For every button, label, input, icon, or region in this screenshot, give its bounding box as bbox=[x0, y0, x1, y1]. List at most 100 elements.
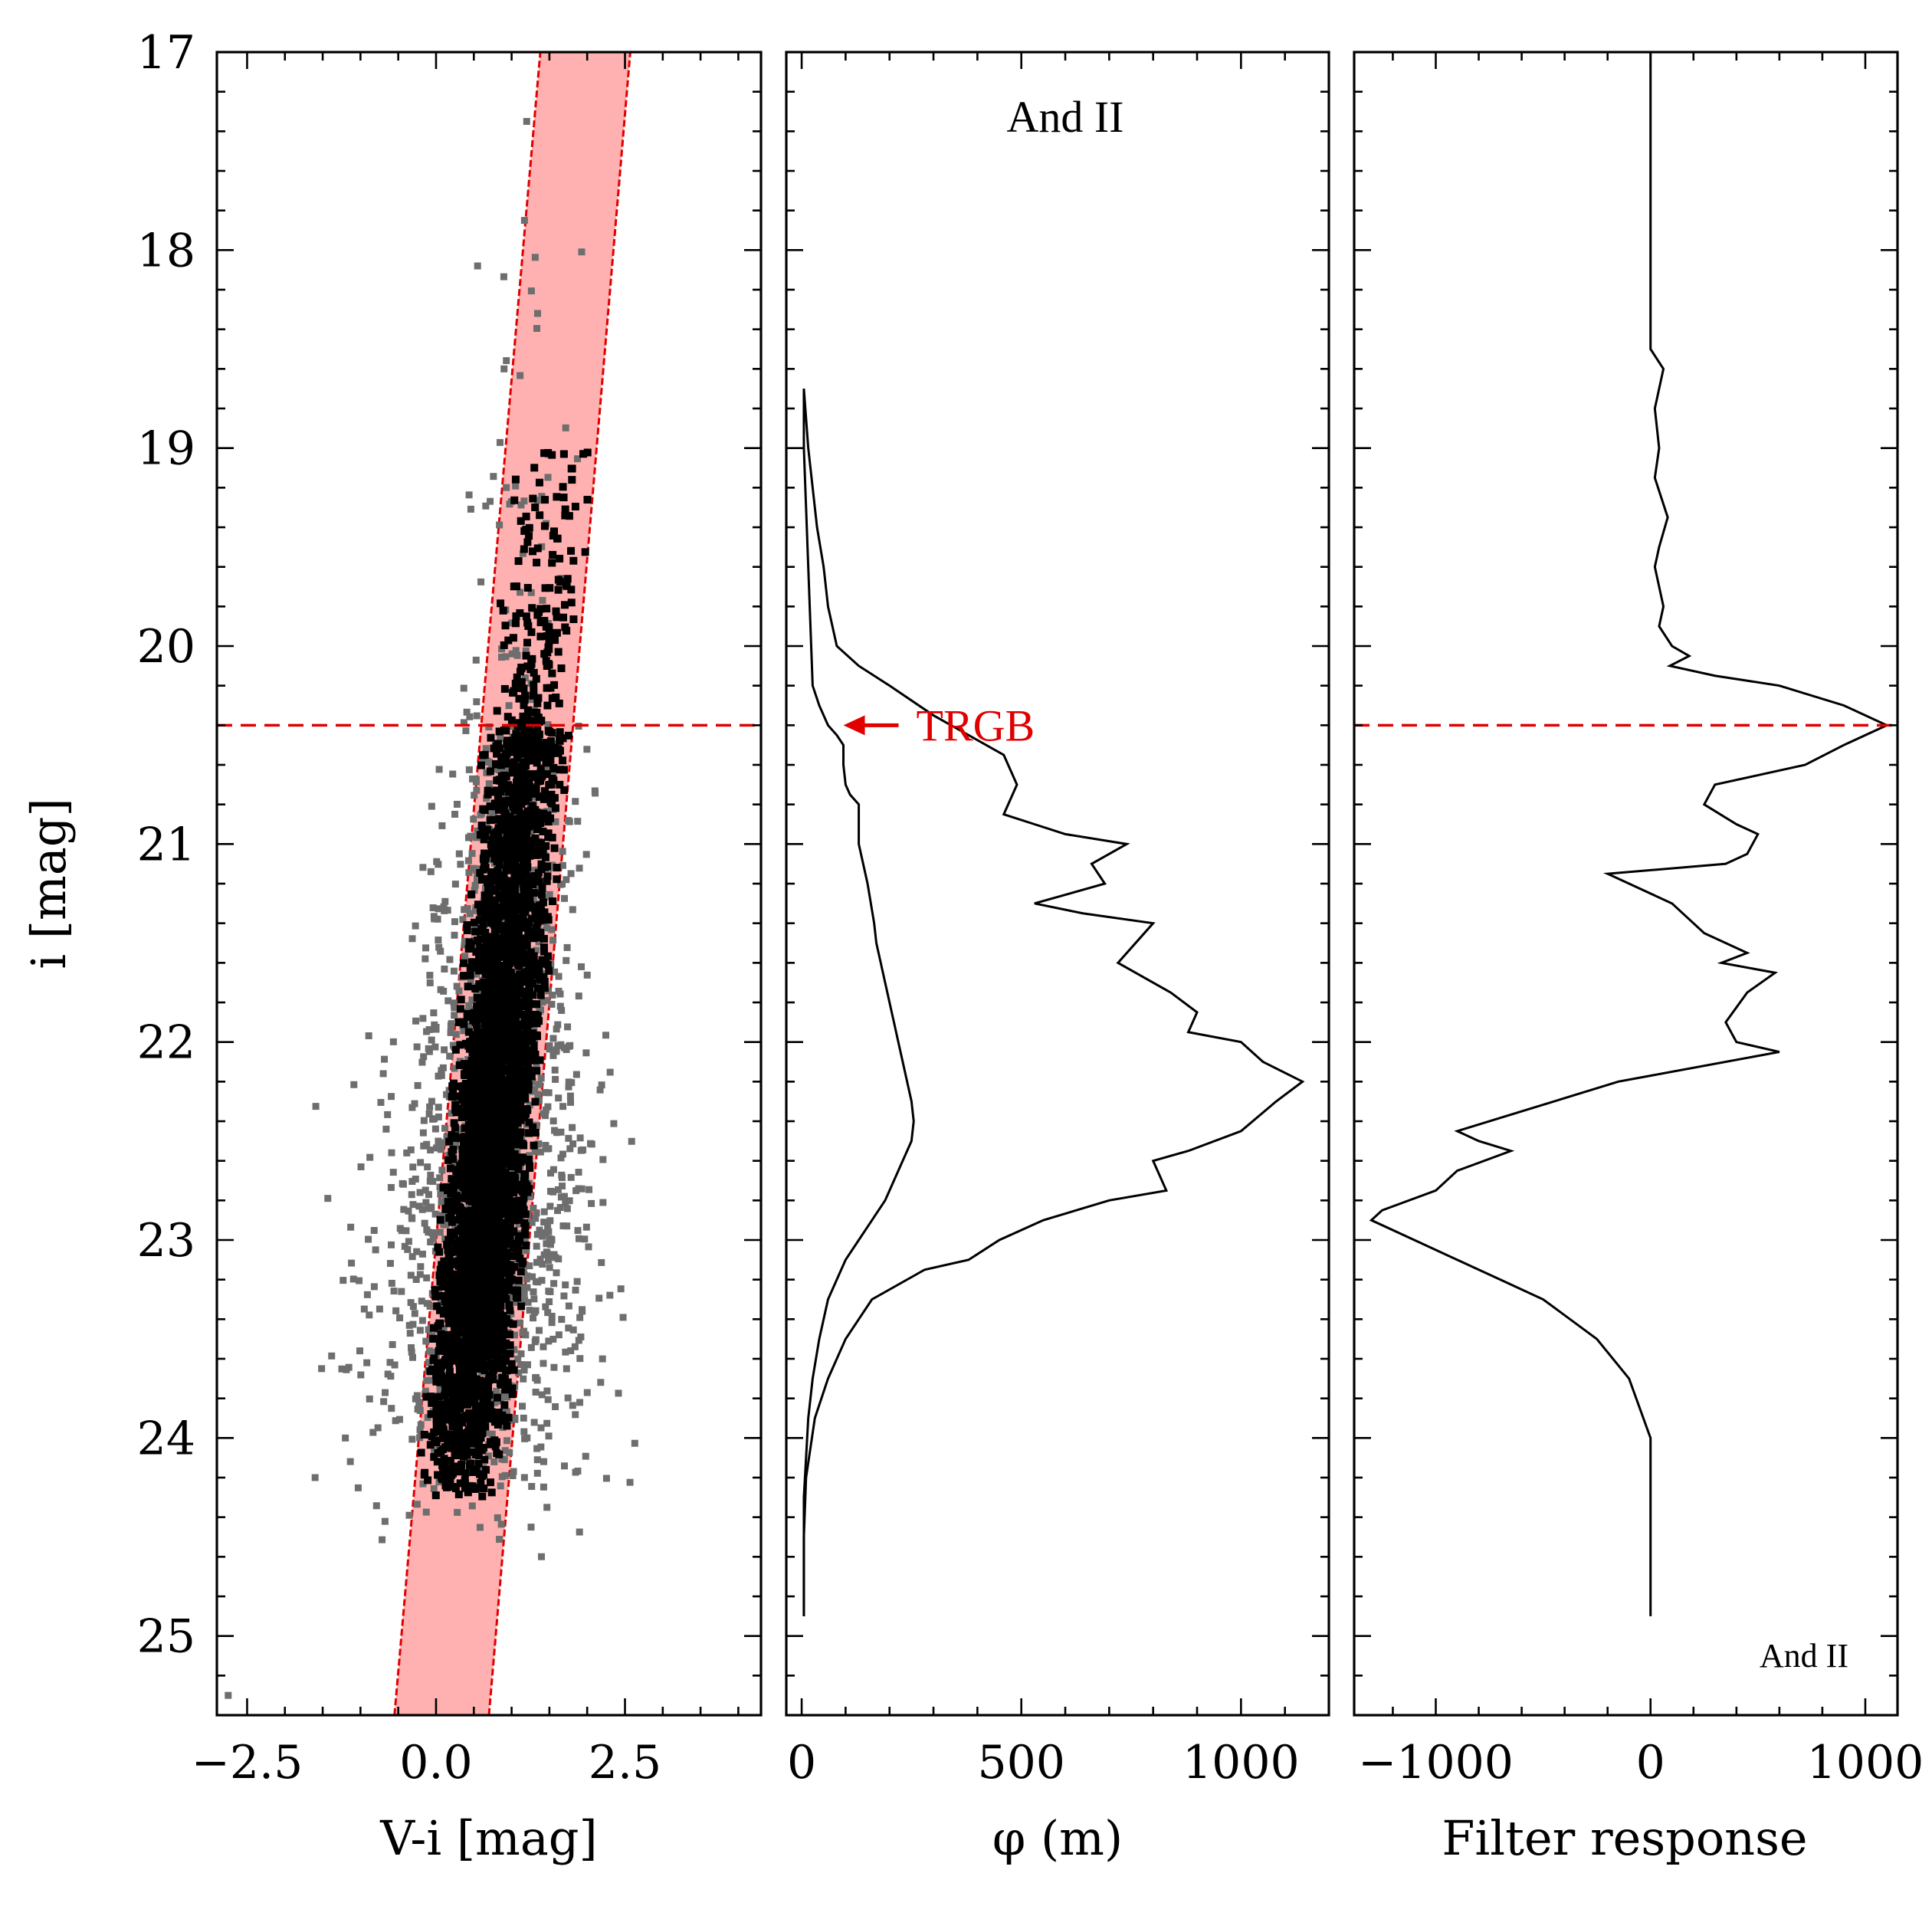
selected-star-point bbox=[583, 496, 592, 504]
selected-star-point bbox=[504, 636, 513, 645]
star-point bbox=[520, 1375, 527, 1383]
star-point bbox=[513, 651, 521, 659]
selected-star-point bbox=[514, 1202, 523, 1210]
star-point bbox=[459, 916, 467, 923]
star-point bbox=[575, 1235, 582, 1242]
star-point bbox=[543, 1387, 551, 1395]
star-point bbox=[408, 1253, 416, 1261]
star-point bbox=[440, 1324, 448, 1332]
selected-star-point bbox=[454, 1092, 462, 1101]
star-point bbox=[382, 1125, 390, 1133]
star-point bbox=[542, 1303, 549, 1311]
star-point bbox=[476, 1524, 484, 1531]
star-point bbox=[555, 987, 563, 995]
selected-star-point bbox=[499, 894, 507, 902]
star-point bbox=[577, 1333, 585, 1340]
star-point bbox=[560, 1292, 568, 1300]
star-point bbox=[559, 1222, 567, 1230]
star-point bbox=[488, 1430, 496, 1438]
selected-star-point bbox=[467, 890, 476, 898]
selected-star-point bbox=[500, 812, 509, 821]
selected-star-point bbox=[548, 833, 556, 841]
star-point bbox=[388, 1093, 395, 1101]
star-point bbox=[549, 1166, 557, 1173]
selected-star-point bbox=[555, 699, 563, 707]
selected-star-point bbox=[519, 1140, 527, 1148]
selected-star-point bbox=[450, 1231, 458, 1239]
selected-star-point bbox=[529, 881, 537, 889]
star-point bbox=[530, 1419, 538, 1426]
selected-star-point bbox=[472, 1306, 481, 1314]
star-point bbox=[526, 1101, 533, 1109]
star-point bbox=[426, 1103, 434, 1110]
selected-star-point bbox=[532, 966, 540, 975]
selected-star-point bbox=[522, 512, 530, 520]
star-point bbox=[346, 1458, 354, 1465]
selected-star-point bbox=[484, 1383, 493, 1392]
star-point bbox=[441, 1046, 448, 1054]
star-point bbox=[533, 1231, 541, 1238]
selected-star-point bbox=[461, 1039, 470, 1048]
selected-star-point bbox=[441, 1271, 450, 1279]
star-point bbox=[558, 1174, 566, 1182]
star-point bbox=[448, 1160, 456, 1167]
star-point bbox=[449, 770, 457, 778]
selected-star-point bbox=[520, 883, 528, 891]
star-point bbox=[470, 815, 477, 823]
selected-star-point bbox=[506, 1350, 514, 1358]
star-point bbox=[576, 864, 583, 872]
selected-star-point bbox=[478, 825, 487, 834]
selected-star-point bbox=[499, 975, 507, 983]
star-point bbox=[505, 1345, 513, 1353]
star-point bbox=[543, 1248, 550, 1256]
selected-star-point bbox=[515, 1232, 523, 1240]
star-point bbox=[342, 1434, 349, 1442]
selected-star-point bbox=[513, 673, 521, 681]
selected-star-point bbox=[456, 1405, 464, 1413]
star-point bbox=[529, 919, 536, 927]
selected-star-point bbox=[533, 699, 542, 707]
selected-star-point bbox=[490, 1127, 498, 1135]
star-point bbox=[427, 1238, 435, 1246]
star-point bbox=[423, 1376, 431, 1384]
selected-star-point bbox=[543, 605, 551, 613]
star-point bbox=[423, 1274, 431, 1281]
selected-star-point bbox=[518, 734, 526, 743]
star-point bbox=[572, 1286, 579, 1294]
star-point bbox=[526, 1193, 533, 1201]
selected-star-point bbox=[455, 1343, 464, 1352]
selected-star-point bbox=[538, 884, 546, 893]
star-point bbox=[372, 1502, 380, 1510]
star-point bbox=[557, 881, 565, 888]
star-point bbox=[453, 983, 461, 990]
selected-star-point bbox=[493, 1413, 501, 1422]
selected-star-point bbox=[507, 1171, 515, 1179]
selected-star-point bbox=[474, 1154, 482, 1163]
star-point bbox=[466, 910, 474, 917]
selected-star-point bbox=[559, 613, 568, 622]
selected-star-point bbox=[520, 1081, 528, 1089]
star-point bbox=[354, 1484, 362, 1491]
star-point bbox=[563, 1365, 570, 1373]
star-point bbox=[365, 1032, 372, 1040]
selected-star-point bbox=[461, 1060, 469, 1068]
star-point bbox=[369, 1429, 377, 1436]
star-point bbox=[526, 1262, 533, 1270]
selected-star-point bbox=[442, 1383, 451, 1392]
star-point bbox=[566, 1092, 574, 1100]
star-point bbox=[490, 1458, 498, 1465]
selected-star-point bbox=[505, 788, 513, 796]
star-point bbox=[503, 1437, 510, 1445]
star-point bbox=[510, 1468, 517, 1475]
star-point bbox=[543, 1504, 551, 1511]
selected-star-point bbox=[541, 496, 549, 504]
star-point bbox=[508, 650, 516, 658]
star-point bbox=[558, 1316, 566, 1324]
selected-star-point bbox=[476, 831, 484, 839]
selected-star-point bbox=[504, 911, 513, 920]
selected-star-point bbox=[461, 1164, 469, 1173]
star-point bbox=[519, 549, 526, 557]
star-point bbox=[520, 1474, 528, 1481]
selected-star-point bbox=[458, 1160, 466, 1168]
star-point bbox=[549, 1335, 557, 1343]
